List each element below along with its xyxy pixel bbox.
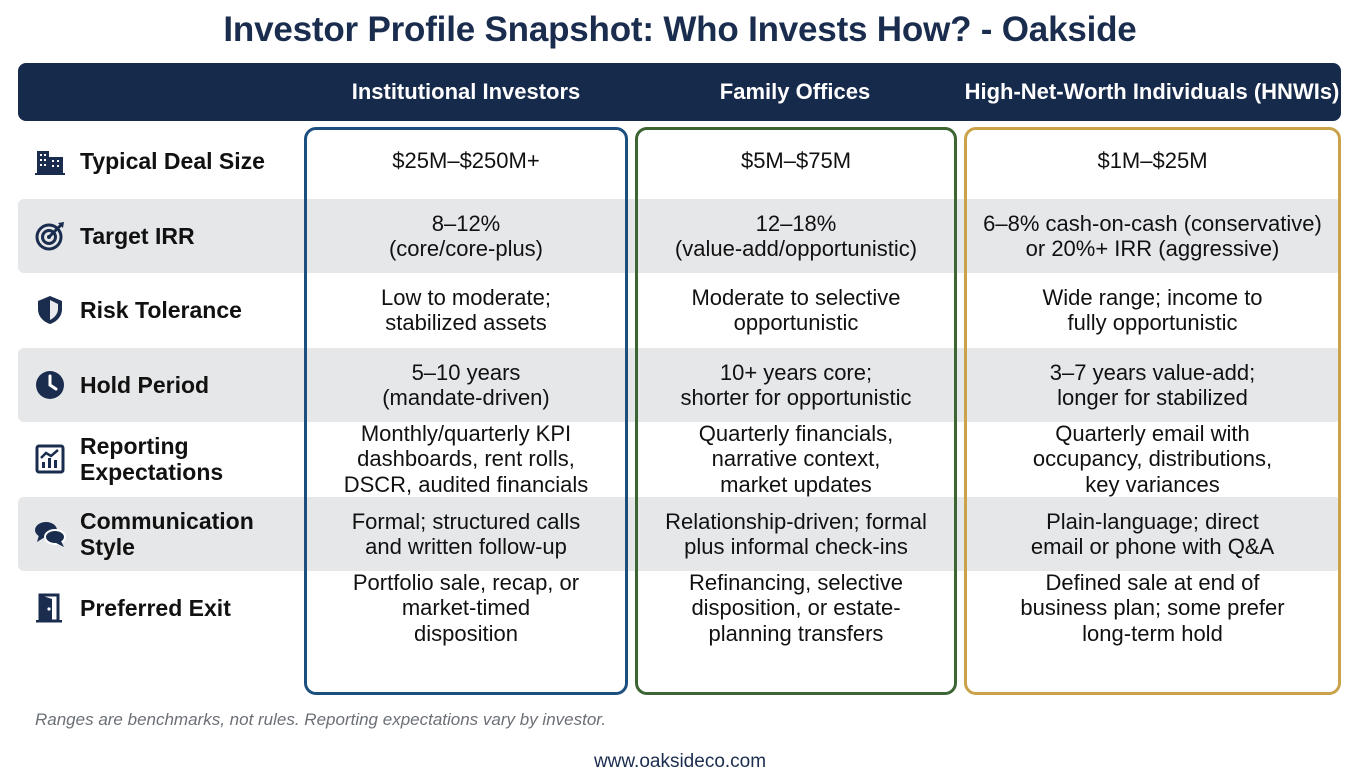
row-background-shading (18, 199, 1341, 273)
clock-icon (34, 369, 66, 401)
row-label-reporting-expectations: Reporting Expectations (80, 433, 224, 485)
row-label-preferred-exit: Preferred Exit (80, 595, 231, 621)
row-label-target-irr: Target IRR (80, 223, 195, 249)
cell-risk-tolerance-family-offices: Moderate to selective opportunistic (691, 284, 901, 336)
target-icon (34, 220, 66, 252)
cell-hold-period-institutional: 5–10 years (mandate-driven) (382, 359, 550, 411)
row-background-shading (18, 497, 1341, 571)
chart-icon (34, 443, 66, 475)
cell-reporting-expectations-institutional: Monthly/quarterly KPI dashboards, rent r… (343, 420, 589, 497)
cell-risk-tolerance-institutional: Low to moderate; stabilized assets (381, 284, 551, 336)
row-header-reporting-expectations: Reporting Expectations (34, 422, 294, 496)
cell-typical-deal-size-family-offices: $5M–$75M (740, 148, 852, 174)
row-label-communication-style: Communication Style (80, 508, 254, 560)
cell-reporting-expectations-family-offices: Quarterly financials, narrative context,… (698, 420, 894, 497)
cell-communication-style-family-offices: Relationship-driven; formal plus informa… (665, 508, 927, 560)
column-header-institutional: Institutional Investors (351, 79, 581, 104)
institutional-column-frame (304, 127, 628, 695)
chat-icon (34, 518, 66, 550)
row-header-typical-deal-size: Typical Deal Size (34, 124, 294, 198)
cell-hold-period-hnwi: 3–7 years value-add; longer for stabiliz… (1049, 359, 1256, 411)
footnote: Ranges are benchmarks, not rules. Report… (35, 710, 607, 729)
row-label-hold-period: Hold Period (80, 372, 210, 398)
row-header-target-irr: Target IRR (34, 199, 294, 273)
column-header-family-offices: Family Offices (719, 79, 871, 104)
row-header-communication-style: Communication Style (34, 497, 294, 571)
cell-communication-style-hnwi: Plain-language; direct email or phone wi… (1030, 508, 1275, 560)
cell-typical-deal-size-hnwi: $1M–$25M (1097, 148, 1208, 174)
shield-icon (34, 294, 66, 326)
cell-hold-period-family-offices: 10+ years core; shorter for opportunisti… (680, 359, 912, 411)
row-label-risk-tolerance: Risk Tolerance (80, 297, 242, 323)
door-exit-icon (34, 592, 66, 624)
building-icon (34, 145, 66, 177)
cell-preferred-exit-family-offices: Refinancing, selective disposition, or e… (688, 569, 903, 646)
cell-reporting-expectations-hnwi: Quarterly email with occupancy, distribu… (1032, 420, 1273, 497)
row-header-preferred-exit: Preferred Exit (34, 571, 294, 645)
cell-target-irr-family-offices: 12–18% (value-add/opportunistic) (674, 210, 918, 262)
website-url: www.oaksideco.com (593, 751, 767, 772)
cell-risk-tolerance-hnwi: Wide range; income to fully opportunisti… (1042, 284, 1263, 336)
row-header-hold-period: Hold Period (34, 348, 294, 422)
row-label-typical-deal-size: Typical Deal Size (80, 148, 265, 174)
row-header-risk-tolerance: Risk Tolerance (34, 273, 294, 347)
cell-target-irr-hnwi: 6–8% cash-on-cash (conservative) or 20%+… (983, 210, 1322, 262)
column-header-bar: Institutional Investors Family Offices H… (18, 63, 1341, 121)
cell-preferred-exit-hnwi: Defined sale at end of business plan; so… (1020, 569, 1285, 646)
column-header-hnwi: High-Net-Worth Individuals (HNWIs) (964, 79, 1340, 104)
family-offices-column-frame (635, 127, 957, 695)
row-background-shading (18, 348, 1341, 422)
page-title: Investor Profile Snapshot: Who Invests H… (223, 10, 1137, 49)
cell-target-irr-institutional: 8–12% (core/core-plus) (388, 210, 544, 262)
cell-communication-style-institutional: Formal; structured calls and written fol… (351, 508, 581, 560)
cell-preferred-exit-institutional: Portfolio sale, recap, or market-timed d… (352, 569, 580, 646)
cell-typical-deal-size-institutional: $25M–$250M+ (392, 148, 540, 174)
hnwi-column-frame (964, 127, 1341, 695)
